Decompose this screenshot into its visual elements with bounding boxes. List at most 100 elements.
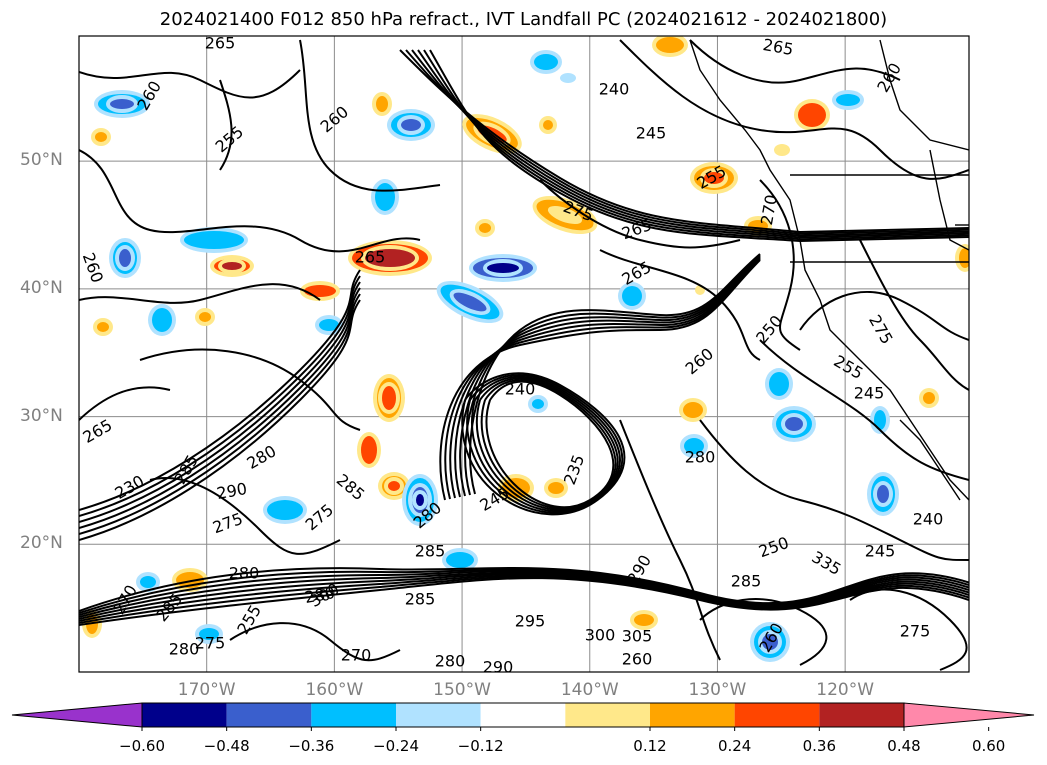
contour-line (689, 39, 901, 84)
negative-pc-patch (184, 231, 244, 249)
negative-pc-patch (560, 73, 576, 83)
contour-label-text: 285 (731, 572, 762, 591)
positive-pc-patch (923, 392, 935, 404)
map-background (79, 36, 969, 672)
negative-pc-patch (152, 308, 172, 332)
contour-line (799, 291, 969, 341)
contour-line (79, 283, 321, 304)
map-title: 2024021400 F012 850 hPa refract., IVT La… (159, 9, 888, 30)
negative-pc-patch (416, 494, 424, 506)
positive-pc-patch (95, 132, 107, 142)
negative-pc-patch (622, 286, 642, 306)
colorbar-tick-label: 0.60 (971, 737, 1006, 755)
contour-label: 285 (405, 590, 436, 609)
positive-pc-patch (547, 205, 583, 225)
contour-line (149, 477, 341, 555)
positive-pc-patch (543, 120, 553, 130)
lat-label: 30°N (20, 405, 63, 426)
contour-line (79, 281, 361, 523)
positive-pc-patch (388, 481, 400, 491)
contour-label: 275 (195, 634, 226, 653)
contour-label: 270 (341, 646, 372, 665)
colorbar-bin (311, 703, 396, 727)
positive-pc-patch (959, 248, 969, 268)
contour-line (429, 49, 969, 243)
negative-pc-patch (785, 417, 803, 431)
contour-label: 280 (685, 448, 716, 467)
contour-line (79, 386, 171, 421)
contour-label-text: 265 (205, 34, 236, 53)
negative-pc-patch (769, 372, 789, 396)
positive-pc-patch (97, 322, 109, 332)
contour-label-text: 285 (415, 542, 446, 561)
contour-label: 245 (854, 384, 885, 403)
contour-label-text: 245 (865, 542, 896, 561)
contour-label: 265 (205, 34, 236, 53)
negative-pc-patch (446, 552, 474, 568)
colorbar-tick-label: 0.48 (887, 737, 921, 755)
contour-label-text: 265 (355, 248, 386, 267)
contour-line (471, 375, 621, 513)
negative-pc-patch (684, 438, 704, 454)
positive-pc-patch (704, 172, 724, 184)
contour-label-text: 280 (435, 652, 466, 671)
colorbar-bin (142, 703, 227, 727)
negative-pc-patch (532, 399, 544, 409)
contour-label: 275 (900, 622, 931, 641)
contour-line (219, 79, 233, 171)
contour-line (480, 379, 617, 510)
lon-label: 150°W (433, 680, 491, 700)
contour-line (423, 49, 969, 241)
contour-line (466, 374, 624, 514)
negative-pc-patch (874, 410, 886, 430)
contour-label: 245 (636, 124, 667, 143)
contour-line (79, 287, 361, 529)
contour-line (79, 269, 361, 511)
contour-label-text: 300 (585, 626, 616, 645)
contour-label: 300 (585, 626, 616, 645)
colorbar-over-triangle (903, 702, 1035, 728)
contour-line (849, 588, 968, 671)
negative-pc-patch (319, 319, 339, 331)
positive-pc-patch (361, 436, 377, 464)
contour-line (79, 566, 969, 612)
colorbar-tick-label: 0.12 (633, 737, 667, 755)
refractivity-contours (79, 39, 969, 671)
negative-pc-patch (267, 500, 303, 520)
lon-label: 170°W (177, 680, 236, 700)
negative-pc-patch (401, 119, 421, 131)
contour-label: 265 (761, 36, 794, 59)
contour-label: 280 (435, 652, 466, 671)
contour-line (485, 380, 615, 508)
contour-label-text: 245 (854, 384, 885, 403)
contour-line (454, 256, 761, 498)
contour-line (539, 179, 741, 249)
colorbar-tick-label: −0.60 (119, 737, 165, 755)
colorbar-bin (565, 703, 650, 727)
contour-label: 260 (622, 650, 653, 669)
colorbar (11, 702, 1035, 731)
coastline (929, 149, 969, 251)
contour-line (461, 372, 626, 516)
contour-label: 280 (229, 564, 260, 583)
contour-label: 240 (505, 380, 536, 399)
contour-label-text: 280 (229, 564, 260, 583)
contour-line (475, 377, 619, 511)
contour-line (411, 49, 969, 237)
lat-label: 50°N (20, 150, 63, 171)
contour-line (759, 179, 801, 351)
contour-line (139, 348, 361, 431)
contour-label-text: 245 (636, 124, 667, 143)
colorbar-tick-label: −0.12 (457, 737, 504, 755)
contour-line (699, 419, 969, 561)
contour-line (599, 249, 761, 361)
contour-label: 240 (913, 510, 944, 529)
map-frame (78, 35, 970, 673)
contour-line (79, 572, 969, 620)
contour-line (79, 571, 969, 618)
negative-pc-patch (534, 54, 558, 70)
colorbar-bin (650, 703, 735, 727)
contour-line (417, 49, 969, 239)
colorbar-bin (734, 703, 820, 727)
contour-label: 290 (483, 658, 514, 673)
